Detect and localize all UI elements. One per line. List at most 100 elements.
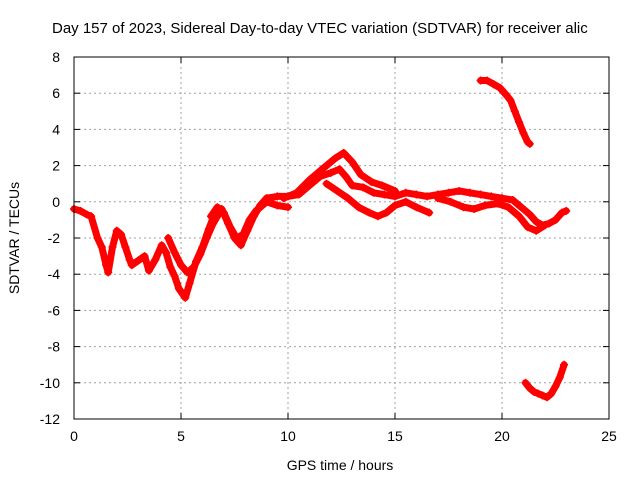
x-tick-label: 25 bbox=[601, 428, 617, 444]
data-point bbox=[117, 230, 126, 239]
data-point bbox=[140, 252, 149, 261]
data-point bbox=[102, 261, 111, 270]
data-point bbox=[446, 197, 455, 206]
data-series bbox=[70, 76, 571, 402]
data-point bbox=[562, 206, 571, 215]
data-point bbox=[391, 201, 399, 210]
data-point bbox=[239, 230, 248, 239]
data-point bbox=[305, 176, 314, 185]
data-point bbox=[515, 201, 524, 210]
data-point bbox=[425, 208, 434, 217]
data-point bbox=[348, 157, 357, 166]
chart-title: Day 157 of 2023, Sidereal Day-to-day VTE… bbox=[52, 20, 588, 37]
data-point bbox=[196, 250, 205, 259]
data-point bbox=[251, 206, 260, 215]
data-point bbox=[532, 217, 541, 226]
y-tick-label: -2 bbox=[48, 230, 61, 246]
data-point bbox=[279, 194, 288, 203]
data-point bbox=[82, 210, 91, 219]
data-point bbox=[557, 208, 566, 217]
data-point bbox=[369, 188, 378, 197]
data-point bbox=[455, 186, 464, 195]
y-tick-label: -8 bbox=[48, 339, 61, 355]
data-point bbox=[506, 96, 515, 105]
data-point bbox=[382, 208, 391, 217]
series-main-trace bbox=[70, 165, 571, 302]
data-point bbox=[510, 107, 519, 116]
data-point bbox=[401, 197, 410, 206]
data-point bbox=[174, 284, 183, 293]
data-point bbox=[367, 177, 376, 186]
data-point bbox=[380, 190, 389, 199]
series-trace-6 bbox=[433, 194, 549, 235]
data-point bbox=[245, 215, 254, 224]
data-point bbox=[121, 243, 130, 252]
y-tick-label: 4 bbox=[52, 121, 60, 137]
data-point bbox=[189, 262, 198, 271]
data-point bbox=[183, 268, 192, 277]
data-point bbox=[365, 208, 374, 217]
data-point bbox=[127, 261, 136, 270]
data-point bbox=[515, 212, 524, 221]
data-point bbox=[341, 172, 350, 181]
data-point bbox=[508, 195, 517, 204]
data-point bbox=[232, 234, 241, 242]
data-point bbox=[480, 201, 489, 210]
data-point bbox=[87, 212, 96, 221]
data-point bbox=[502, 91, 511, 100]
data-point bbox=[226, 223, 235, 232]
data-point bbox=[542, 393, 551, 402]
series-trace-5 bbox=[322, 179, 434, 221]
x-tick-label: 20 bbox=[494, 428, 510, 444]
data-point bbox=[170, 248, 179, 257]
data-point bbox=[560, 360, 569, 369]
data-point bbox=[538, 391, 547, 400]
data-point bbox=[112, 226, 121, 235]
y-tick-label: -12 bbox=[40, 411, 60, 427]
data-point bbox=[525, 384, 534, 393]
y-tick-label: 2 bbox=[52, 158, 60, 174]
data-point bbox=[470, 205, 479, 214]
data-point bbox=[540, 221, 549, 230]
data-point bbox=[356, 170, 365, 179]
data-point bbox=[378, 181, 387, 190]
data-point bbox=[177, 261, 185, 270]
x-tick-label: 15 bbox=[387, 428, 403, 444]
data-point bbox=[170, 272, 179, 281]
data-point bbox=[519, 129, 528, 138]
series-trace-4 bbox=[279, 148, 399, 203]
data-point bbox=[97, 243, 106, 252]
axis-ticks: 0 5 10 15 20 25 -12 -10 -8 -6 -4 -2 0 2 4 6 8 bbox=[40, 49, 617, 444]
series-segment-bottom bbox=[521, 360, 569, 402]
data-point bbox=[555, 373, 564, 382]
data-point bbox=[343, 194, 352, 203]
data-point bbox=[498, 194, 506, 203]
y-tick-label: 8 bbox=[52, 49, 60, 65]
data-point bbox=[401, 188, 410, 197]
data-point bbox=[358, 183, 367, 192]
y-tick-label: -4 bbox=[48, 266, 61, 282]
data-point bbox=[331, 154, 340, 163]
x-tick-label: 0 bbox=[70, 428, 78, 444]
y-tick-label: -10 bbox=[40, 375, 60, 391]
data-point bbox=[459, 203, 468, 212]
data-point bbox=[391, 186, 399, 195]
data-point bbox=[493, 199, 502, 208]
data-point bbox=[547, 389, 556, 398]
y-tick-label: 6 bbox=[52, 85, 60, 101]
data-point bbox=[236, 241, 245, 250]
data-point bbox=[530, 387, 539, 396]
data-point bbox=[125, 255, 134, 264]
series-line bbox=[522, 361, 568, 401]
data-point bbox=[144, 266, 153, 275]
data-point bbox=[423, 192, 432, 201]
data-point bbox=[76, 206, 85, 215]
data-point bbox=[93, 234, 102, 242]
data-point bbox=[504, 203, 513, 212]
data-point bbox=[151, 255, 160, 264]
data-point bbox=[318, 165, 327, 174]
y-tick-label: 0 bbox=[52, 194, 60, 210]
data-point bbox=[164, 234, 173, 242]
data-point bbox=[551, 215, 560, 224]
